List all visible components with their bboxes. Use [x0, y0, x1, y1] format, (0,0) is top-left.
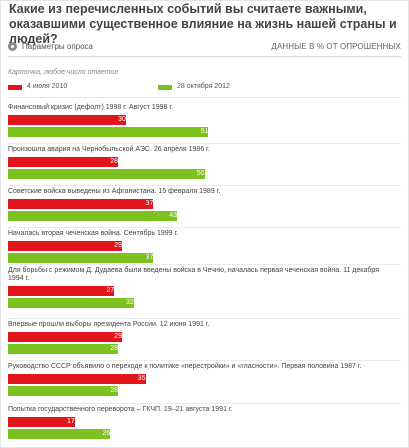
bar-value-label: 26: [102, 430, 111, 437]
bar-chart: Финансовый кризис (дефолт) 1998 г. Авгус…: [8, 100, 401, 446]
category-label: Финансовый кризис (дефолт) 1998 г. Авгус…: [8, 104, 174, 111]
legend-label-2012: 28 октября 2012: [177, 83, 230, 90]
bar-2010: [8, 241, 122, 251]
bar-2010: [8, 199, 154, 209]
bar-2012: [8, 127, 209, 137]
bar-value-label: 50: [196, 170, 205, 177]
category-label: Руководство СССР объявило о переходе к п…: [8, 363, 362, 370]
survey-params-link[interactable]: Параметры опроса: [22, 42, 93, 51]
bar-2012: [8, 429, 111, 439]
legend-label-2010: 4 июля 2010: [27, 83, 68, 90]
bar-value-label: 29: [114, 333, 122, 340]
bar-2010: [8, 417, 75, 427]
category-label: Для борьбы с режимом Д. Дудаева были вве…: [8, 267, 379, 282]
bar-value-label: 17: [67, 418, 75, 425]
category-label: Началась вторая чеченская война. Сентябр…: [8, 230, 179, 237]
bar-2012: [8, 386, 119, 396]
bar-2010: [8, 286, 115, 296]
bar-2012: [8, 211, 177, 221]
bar-2012: [8, 169, 205, 179]
card-note: Карточка, любое число ответов: [8, 69, 118, 76]
category-label: Советские войска выведены из Афганистана…: [8, 188, 221, 195]
bar-value-label: 35: [137, 375, 146, 382]
legend-swatch-green: [158, 85, 172, 90]
row-separator: [8, 318, 401, 319]
divider: [8, 56, 401, 57]
row-separator: [8, 227, 401, 228]
row-separator: [8, 264, 401, 265]
bar-value-label: 27: [106, 287, 115, 294]
bar-value-label: 29: [114, 242, 122, 249]
row-separator: [8, 403, 401, 404]
bar-value-label: 30: [118, 116, 126, 123]
survey-params-row: Параметры опроса ДАННЫЕ В % ОТ ОПРОШЕННЫ…: [8, 41, 401, 54]
legend-swatch-red: [8, 85, 22, 90]
bar-2010: [8, 332, 122, 342]
bar-value-label: 28: [110, 158, 119, 165]
bar-value-label: 43: [169, 212, 177, 219]
category-label: Попытка государственного переворота – ГК…: [8, 406, 233, 413]
bar-2012: [8, 298, 134, 308]
row-separator: [8, 143, 401, 144]
bar-2012: [8, 344, 119, 354]
bar-value-label: 37: [145, 200, 154, 207]
bar-2010: [8, 374, 146, 384]
bar-value-label: 28: [110, 345, 119, 352]
bar-value-label: 32: [125, 299, 134, 306]
row-separator: [8, 360, 401, 361]
bar-2010: [8, 157, 119, 167]
legend-divider: [8, 97, 401, 98]
bar-value-label: 28: [110, 387, 119, 394]
bar-value-label: 37: [145, 254, 154, 261]
gear-icon[interactable]: [8, 42, 17, 51]
question-title: Какие из перечисленных событий вы считае…: [9, 2, 397, 46]
bar-value-label: 51: [200, 128, 209, 135]
category-label: Впервые прошли выборы президента России.…: [8, 321, 210, 328]
category-label: Произошла авария на Чернобыльской АЭС. 2…: [8, 146, 210, 153]
bar-2012: [8, 253, 154, 263]
row-separator: [8, 185, 401, 186]
bar-2010: [8, 115, 126, 125]
units-label: ДАННЫЕ В % ОТ ОПРОШЕННЫХ: [271, 42, 401, 51]
